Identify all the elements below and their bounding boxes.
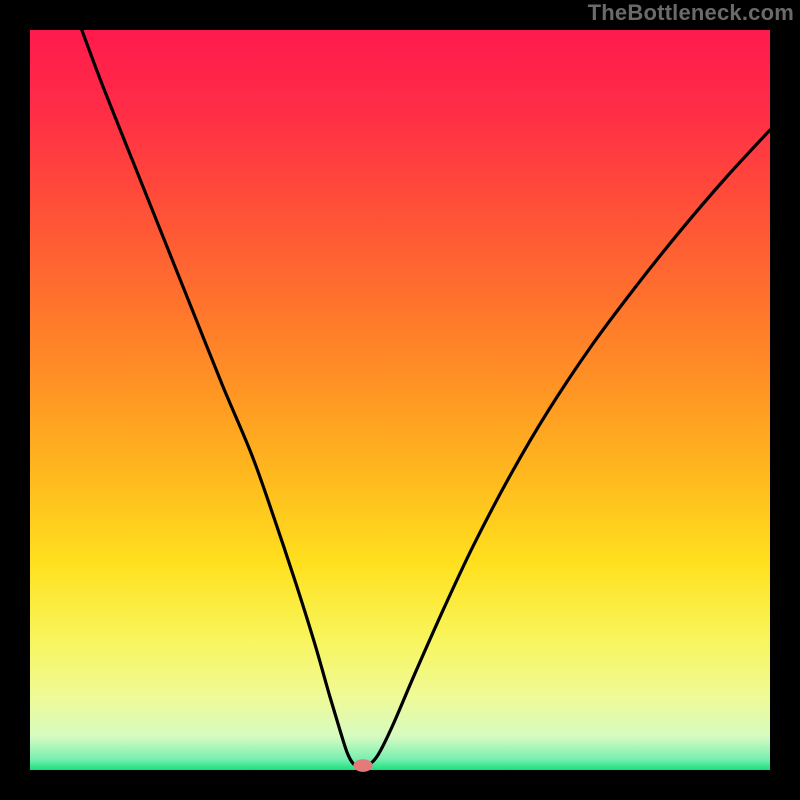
bottleneck-chart xyxy=(0,0,800,800)
optimal-point-marker xyxy=(353,759,372,772)
watermark-label: TheBottleneck.com xyxy=(588,0,794,26)
plot-background xyxy=(30,30,770,770)
